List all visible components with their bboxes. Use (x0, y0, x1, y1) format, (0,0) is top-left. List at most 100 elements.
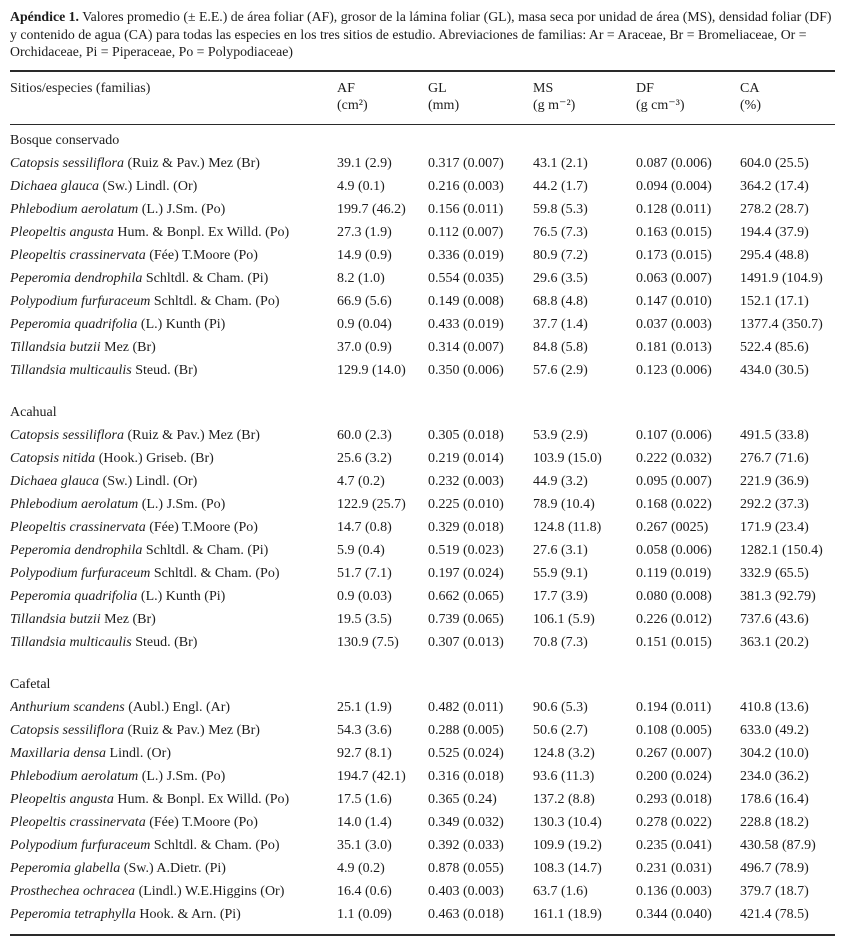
ms-value: 106.1 (5.9) (533, 611, 595, 627)
ms-value: 53.9 (2.9) (533, 427, 588, 443)
species-name: Anthurium scandens (10, 699, 125, 715)
species-name: Catopsis sessiliflora (10, 427, 124, 443)
gl-value: 0.112 (0.007) (428, 224, 504, 240)
df-value: 0.278 (0.022) (636, 814, 712, 830)
species-cell: Peperomia glabella (Sw.) A.Dietr. (Pi) (10, 857, 337, 880)
column-header-ca: CA (%) (740, 80, 830, 114)
ms-value: 93.6 (11.3) (533, 768, 595, 784)
ms-value: 124.8 (3.2) (533, 745, 595, 761)
species-name: Polypodium furfuraceum (10, 565, 151, 581)
ca-value: 1377.4 (350.7) (740, 316, 823, 332)
af-value: 8.2 (1.0) (337, 270, 385, 286)
af-value: 129.9 (14.0) (337, 362, 406, 378)
af-value: 1.1 (0.09) (337, 906, 392, 922)
species-authority: Mez (Br) (100, 611, 156, 627)
caption-label: Apéndice 1. (10, 9, 79, 24)
species-name: Peperomia tetraphylla (10, 906, 136, 922)
section-title: Acahual (10, 404, 57, 420)
ca-value: 430.58 (87.9) (740, 837, 816, 853)
table-row: Catopsis sessiliflora (Ruiz & Pav.) Mez … (10, 152, 835, 175)
af-value: 4.9 (0.1) (337, 178, 385, 194)
gl-value: 0.482 (0.011) (428, 699, 504, 715)
ms-value: 84.8 (5.8) (533, 339, 588, 355)
gl-value: 0.433 (0.019) (428, 316, 504, 332)
species-name: Peperomia dendrophila (10, 542, 143, 558)
table-row: Prosthechea ochracea (Lindl.) W.E.Higgin… (10, 880, 835, 903)
ca-value: 292.2 (37.3) (740, 496, 809, 512)
ca-value: 228.8 (18.2) (740, 814, 809, 830)
ms-value: 109.9 (19.2) (533, 837, 602, 853)
species-cell: Catopsis sessiliflora (Ruiz & Pav.) Mez … (10, 424, 337, 447)
af-value: 25.1 (1.9) (337, 699, 392, 715)
species-name: Phlebodium aerolatum (10, 768, 139, 784)
species-name: Tillandsia multicaulis (10, 634, 132, 650)
ca-value: 278.2 (28.7) (740, 201, 809, 217)
species-cell: Dichaea glauca (Sw.) Lindl. (Or) (10, 470, 337, 493)
gl-value: 0.307 (0.013) (428, 634, 504, 650)
species-cell: Catopsis nitida (Hook.) Griseb. (Br) (10, 447, 337, 470)
af-value: 5.9 (0.4) (337, 542, 385, 558)
df-value: 0.168 (0.022) (636, 496, 712, 512)
species-cell: Peperomia tetraphylla Hook. & Arn. (Pi) (10, 903, 337, 926)
column-label: GL (428, 80, 447, 96)
species-authority: Schltdl. & Cham. (Po) (150, 293, 280, 309)
gl-value: 0.350 (0.006) (428, 362, 504, 378)
ms-value: 37.7 (1.4) (533, 316, 588, 332)
species-authority: Hum. & Bonpl. Ex Willd. (Po) (113, 791, 290, 807)
column-unit: (cm²) (337, 97, 368, 113)
species-name: Polypodium furfuraceum (10, 837, 151, 853)
species-cell: Phlebodium aerolatum (L.) J.Sm. (Po) (10, 198, 337, 221)
gl-value: 0.288 (0.005) (428, 722, 504, 738)
column-label: CA (740, 80, 760, 96)
ca-value: 381.3 (92.79) (740, 588, 816, 604)
df-value: 0.063 (0.007) (636, 270, 712, 286)
species-authority: (Fée) T.Moore (Po) (145, 519, 258, 535)
ms-value: 68.8 (4.8) (533, 293, 588, 309)
df-value: 0.136 (0.003) (636, 883, 712, 899)
ca-value: 221.9 (36.9) (740, 473, 809, 489)
df-value: 0.095 (0.007) (636, 473, 712, 489)
species-name: Polypodium furfuraceum (10, 293, 151, 309)
species-authority: (Aubl.) Engl. (Ar) (124, 699, 231, 715)
ca-value: 434.0 (30.5) (740, 362, 809, 378)
ms-value: 161.1 (18.9) (533, 906, 602, 922)
af-value: 194.7 (42.1) (337, 768, 406, 784)
species-authority: (L.) J.Sm. (Po) (138, 201, 226, 217)
species-authority: (Hook.) Griseb. (Br) (95, 450, 214, 466)
gl-value: 0.349 (0.032) (428, 814, 504, 830)
species-cell: Dichaea glauca (Sw.) Lindl. (Or) (10, 175, 337, 198)
gl-value: 0.519 (0.023) (428, 542, 504, 558)
ms-value: 76.5 (7.3) (533, 224, 588, 240)
section-title: Bosque conservado (10, 132, 120, 148)
species-cell: Phlebodium aerolatum (L.) J.Sm. (Po) (10, 765, 337, 788)
table-row: Polypodium furfuraceum Schltdl. & Cham. … (10, 834, 835, 857)
species-cell: Peperomia quadrifolia (L.) Kunth (Pi) (10, 313, 337, 336)
species-authority: Hook. & Arn. (Pi) (135, 906, 241, 922)
species-authority: Schltdl. & Cham. (Pi) (142, 270, 269, 286)
df-value: 0.128 (0.011) (636, 201, 712, 217)
species-cell: Catopsis sessiliflora (Ruiz & Pav.) Mez … (10, 719, 337, 742)
species-name: Phlebodium aerolatum (10, 496, 139, 512)
df-value: 0.222 (0.032) (636, 450, 712, 466)
gl-value: 0.739 (0.065) (428, 611, 504, 627)
table-row: Catopsis nitida (Hook.) Griseb. (Br) 25.6… (10, 447, 835, 470)
ms-value: 137.2 (8.8) (533, 791, 595, 807)
ms-value: 90.6 (5.3) (533, 699, 588, 715)
af-value: 0.9 (0.03) (337, 588, 392, 604)
df-value: 0.226 (0.012) (636, 611, 712, 627)
af-value: 35.1 (3.0) (337, 837, 392, 853)
species-cell: Polypodium furfuraceum Schltdl. & Cham. … (10, 834, 337, 857)
ca-value: 1282.1 (150.4) (740, 542, 823, 558)
gl-value: 0.305 (0.018) (428, 427, 504, 443)
af-value: 37.0 (0.9) (337, 339, 392, 355)
af-value: 14.0 (1.4) (337, 814, 392, 830)
species-authority: (L.) Kunth (Pi) (137, 316, 226, 332)
df-value: 0.108 (0.005) (636, 722, 712, 738)
df-value: 0.267 (0025) (636, 519, 709, 535)
af-value: 60.0 (2.3) (337, 427, 392, 443)
table-row: Peperomia glabella (Sw.) A.Dietr. (Pi) 4.… (10, 857, 835, 880)
af-value: 25.6 (3.2) (337, 450, 392, 466)
species-cell: Pleopeltis crassinervata (Fée) T.Moore (… (10, 516, 337, 539)
ca-value: 363.1 (20.2) (740, 634, 809, 650)
af-value: 4.7 (0.2) (337, 473, 385, 489)
